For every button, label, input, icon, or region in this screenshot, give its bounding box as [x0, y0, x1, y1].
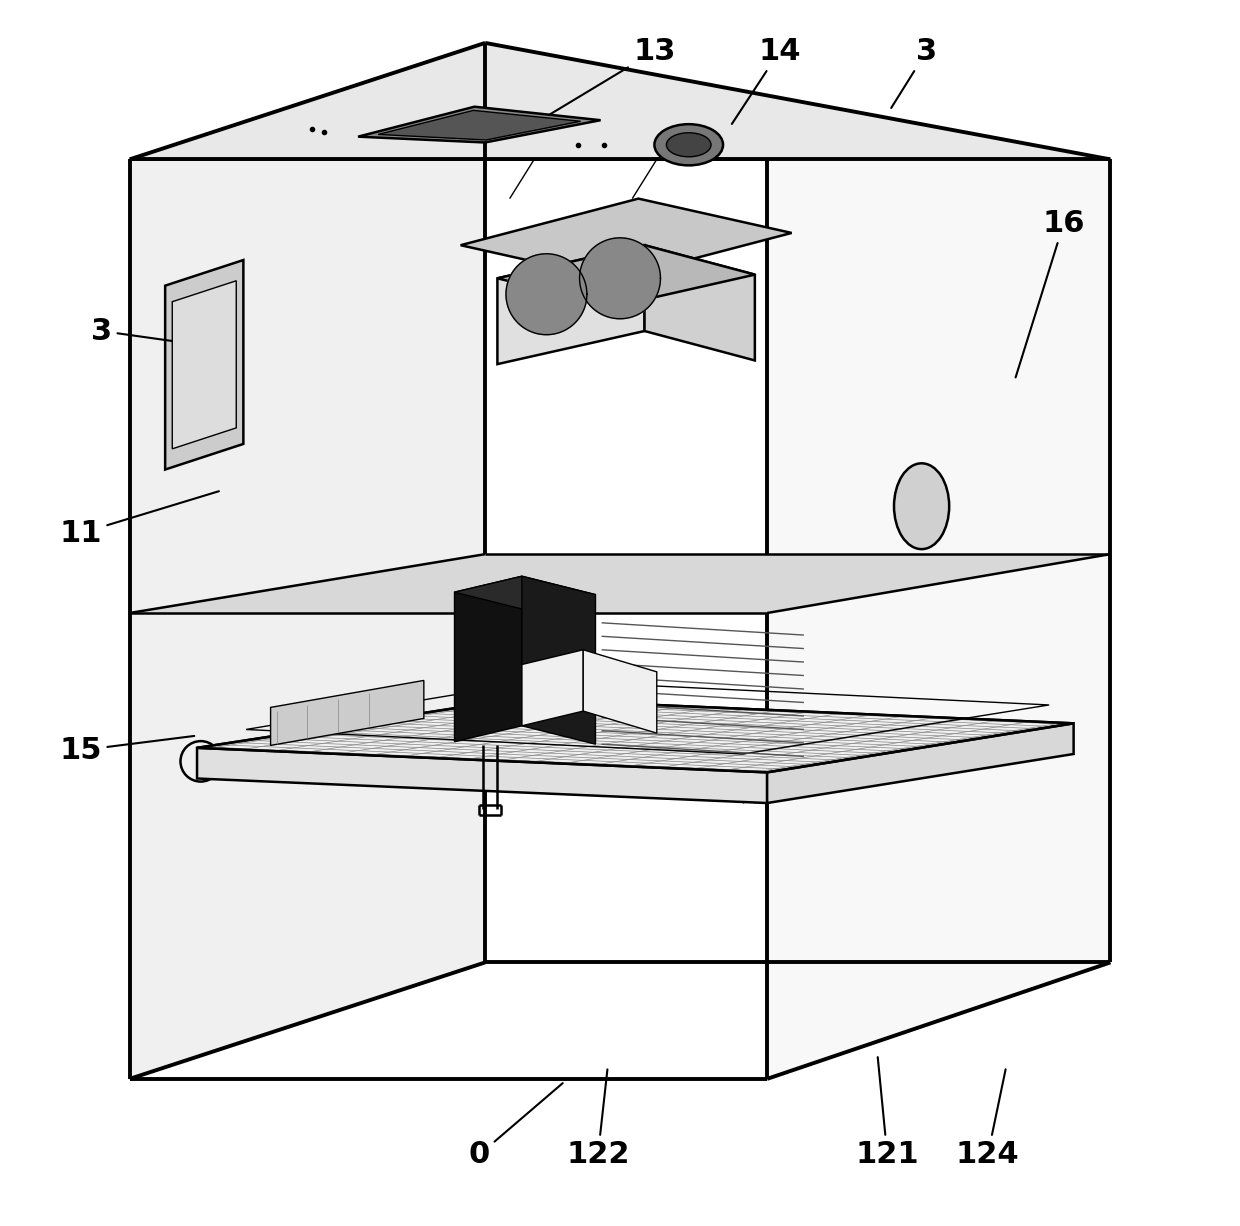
Circle shape	[506, 254, 587, 335]
Text: 15: 15	[60, 736, 195, 765]
Polygon shape	[130, 554, 1110, 613]
Polygon shape	[768, 159, 1110, 1079]
Polygon shape	[455, 576, 595, 611]
Polygon shape	[497, 245, 755, 306]
Text: 121: 121	[856, 1057, 919, 1170]
Ellipse shape	[655, 124, 723, 166]
Polygon shape	[130, 43, 1110, 159]
Polygon shape	[497, 245, 645, 364]
Text: 124: 124	[956, 1069, 1019, 1170]
Ellipse shape	[666, 132, 711, 157]
Polygon shape	[165, 260, 243, 470]
Polygon shape	[197, 748, 768, 803]
Polygon shape	[378, 110, 580, 140]
Text: 122: 122	[567, 1069, 630, 1170]
Text: 11: 11	[60, 492, 219, 548]
Polygon shape	[522, 576, 595, 744]
Text: 0: 0	[469, 1083, 563, 1170]
Polygon shape	[455, 576, 522, 742]
Text: 13: 13	[549, 37, 676, 115]
Ellipse shape	[894, 463, 949, 549]
Polygon shape	[358, 107, 600, 142]
Polygon shape	[583, 650, 657, 733]
Text: 16: 16	[1016, 208, 1085, 378]
Polygon shape	[768, 723, 1074, 803]
Polygon shape	[197, 699, 1074, 772]
Polygon shape	[645, 245, 755, 360]
Text: 14: 14	[732, 37, 801, 124]
Polygon shape	[172, 281, 237, 449]
Circle shape	[579, 238, 661, 319]
Polygon shape	[130, 43, 485, 1079]
Polygon shape	[460, 199, 791, 280]
Polygon shape	[522, 650, 583, 726]
Text: 3: 3	[91, 316, 186, 346]
Polygon shape	[270, 680, 424, 745]
Text: 3: 3	[892, 37, 937, 108]
